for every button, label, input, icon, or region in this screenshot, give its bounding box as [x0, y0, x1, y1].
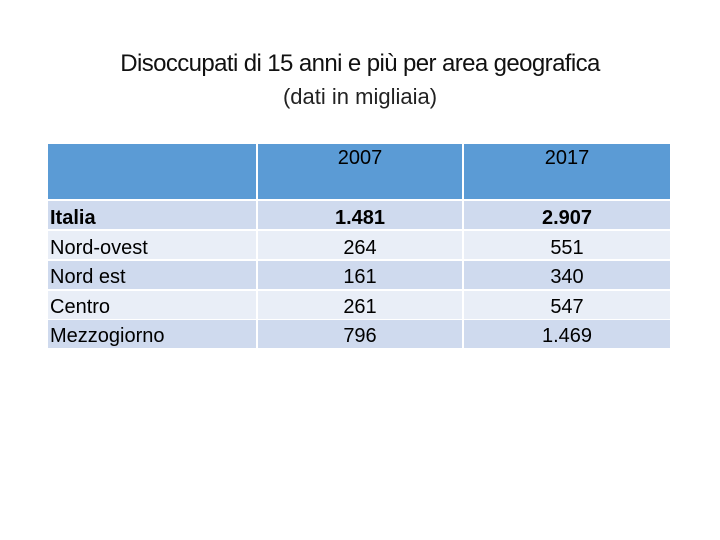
page-title: Disoccupati di 15 anni e più per area ge… [120, 50, 600, 77]
table-row-band [48, 261, 670, 289]
value-2017: 551 [550, 236, 584, 259]
header-cell-2007: 2007 [258, 144, 462, 199]
table-row-band [48, 291, 670, 319]
table-row-band [48, 320, 670, 348]
value-2007: 264 [343, 236, 377, 259]
value-2007: 1.481 [334, 207, 386, 229]
value-2007: 796 [343, 325, 377, 347]
header-year-2007: 2007 [337, 147, 383, 169]
unemployment-table: 2007 2017 Italia Nord-ovest Nord est Cen… [48, 144, 670, 348]
value-2017: 340 [550, 266, 584, 288]
values-2017-column: 2.907 551 340 547 1.469 [464, 204, 670, 352]
table-row-band [48, 201, 670, 229]
header-year-2017: 2017 [544, 147, 590, 169]
area-label: Italia [50, 207, 96, 229]
value-2017: 547 [550, 295, 584, 318]
value-2017: 2.907 [541, 207, 593, 229]
value-2017: 1.469 [541, 325, 593, 347]
value-2007: 161 [343, 266, 377, 288]
values-2007-column: 1.481 264 161 261 796 [258, 204, 462, 352]
table-row-band [48, 231, 670, 259]
value-2007: 261 [343, 295, 377, 318]
table-header-row: 2007 2017 [48, 144, 670, 199]
header-cell-area [48, 144, 256, 199]
area-label: Mezzogiorno [50, 325, 165, 347]
area-label: Nord-ovest [50, 236, 148, 259]
area-label: Nord est [50, 266, 126, 288]
page-subtitle: (dati in migliaia) [282, 84, 438, 109]
header-cell-2017: 2017 [464, 144, 670, 199]
area-labels-column: Italia Nord-ovest Nord est Centro Mezzog… [50, 204, 165, 352]
area-label: Centro [50, 295, 111, 318]
